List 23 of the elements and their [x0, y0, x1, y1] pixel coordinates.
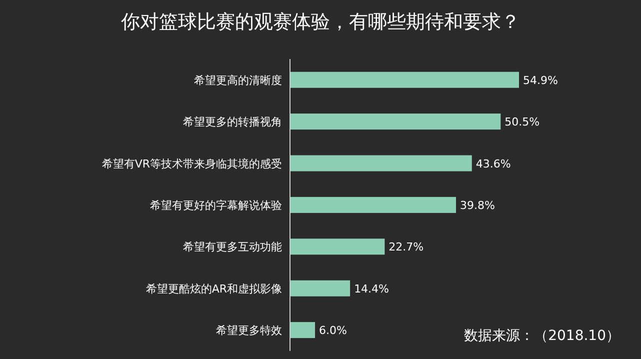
y-tick-label: 希望更酷炫的AR和虚拟影像 — [146, 282, 282, 296]
bar — [290, 114, 501, 130]
y-tick-label: 希望有更好的字幕解说体验 — [150, 198, 282, 212]
data-label: 54.9% — [523, 74, 558, 87]
bar — [290, 155, 472, 172]
chart-title: 你对篮球比赛的观赛体验，有哪些期待和要求？ — [120, 11, 520, 33]
data-label: 39.8% — [460, 198, 495, 212]
bar — [290, 322, 316, 338]
data-label: 22.7% — [388, 240, 424, 254]
y-tick-label: 希望有更多互动功能 — [183, 240, 282, 254]
bar — [290, 72, 519, 88]
data-label: 50.5% — [504, 116, 540, 129]
data-label: 14.4% — [354, 282, 390, 296]
y-tick-label: 希望更高的清晰度 — [194, 74, 282, 87]
data-label: 43.6% — [476, 157, 511, 170]
y-tick-label: 希望有VR等技术带来身临其境的感受 — [102, 157, 282, 170]
annotation: 数据来源：（2018.10） — [464, 328, 620, 344]
data-label: 6.0% — [319, 324, 347, 338]
bar — [290, 238, 385, 255]
y-tick-label: 希望更多特效 — [216, 324, 282, 338]
y-tick-label: 希望更多的转播视角 — [183, 116, 282, 129]
bar — [290, 280, 350, 296]
bar — [290, 196, 456, 213]
